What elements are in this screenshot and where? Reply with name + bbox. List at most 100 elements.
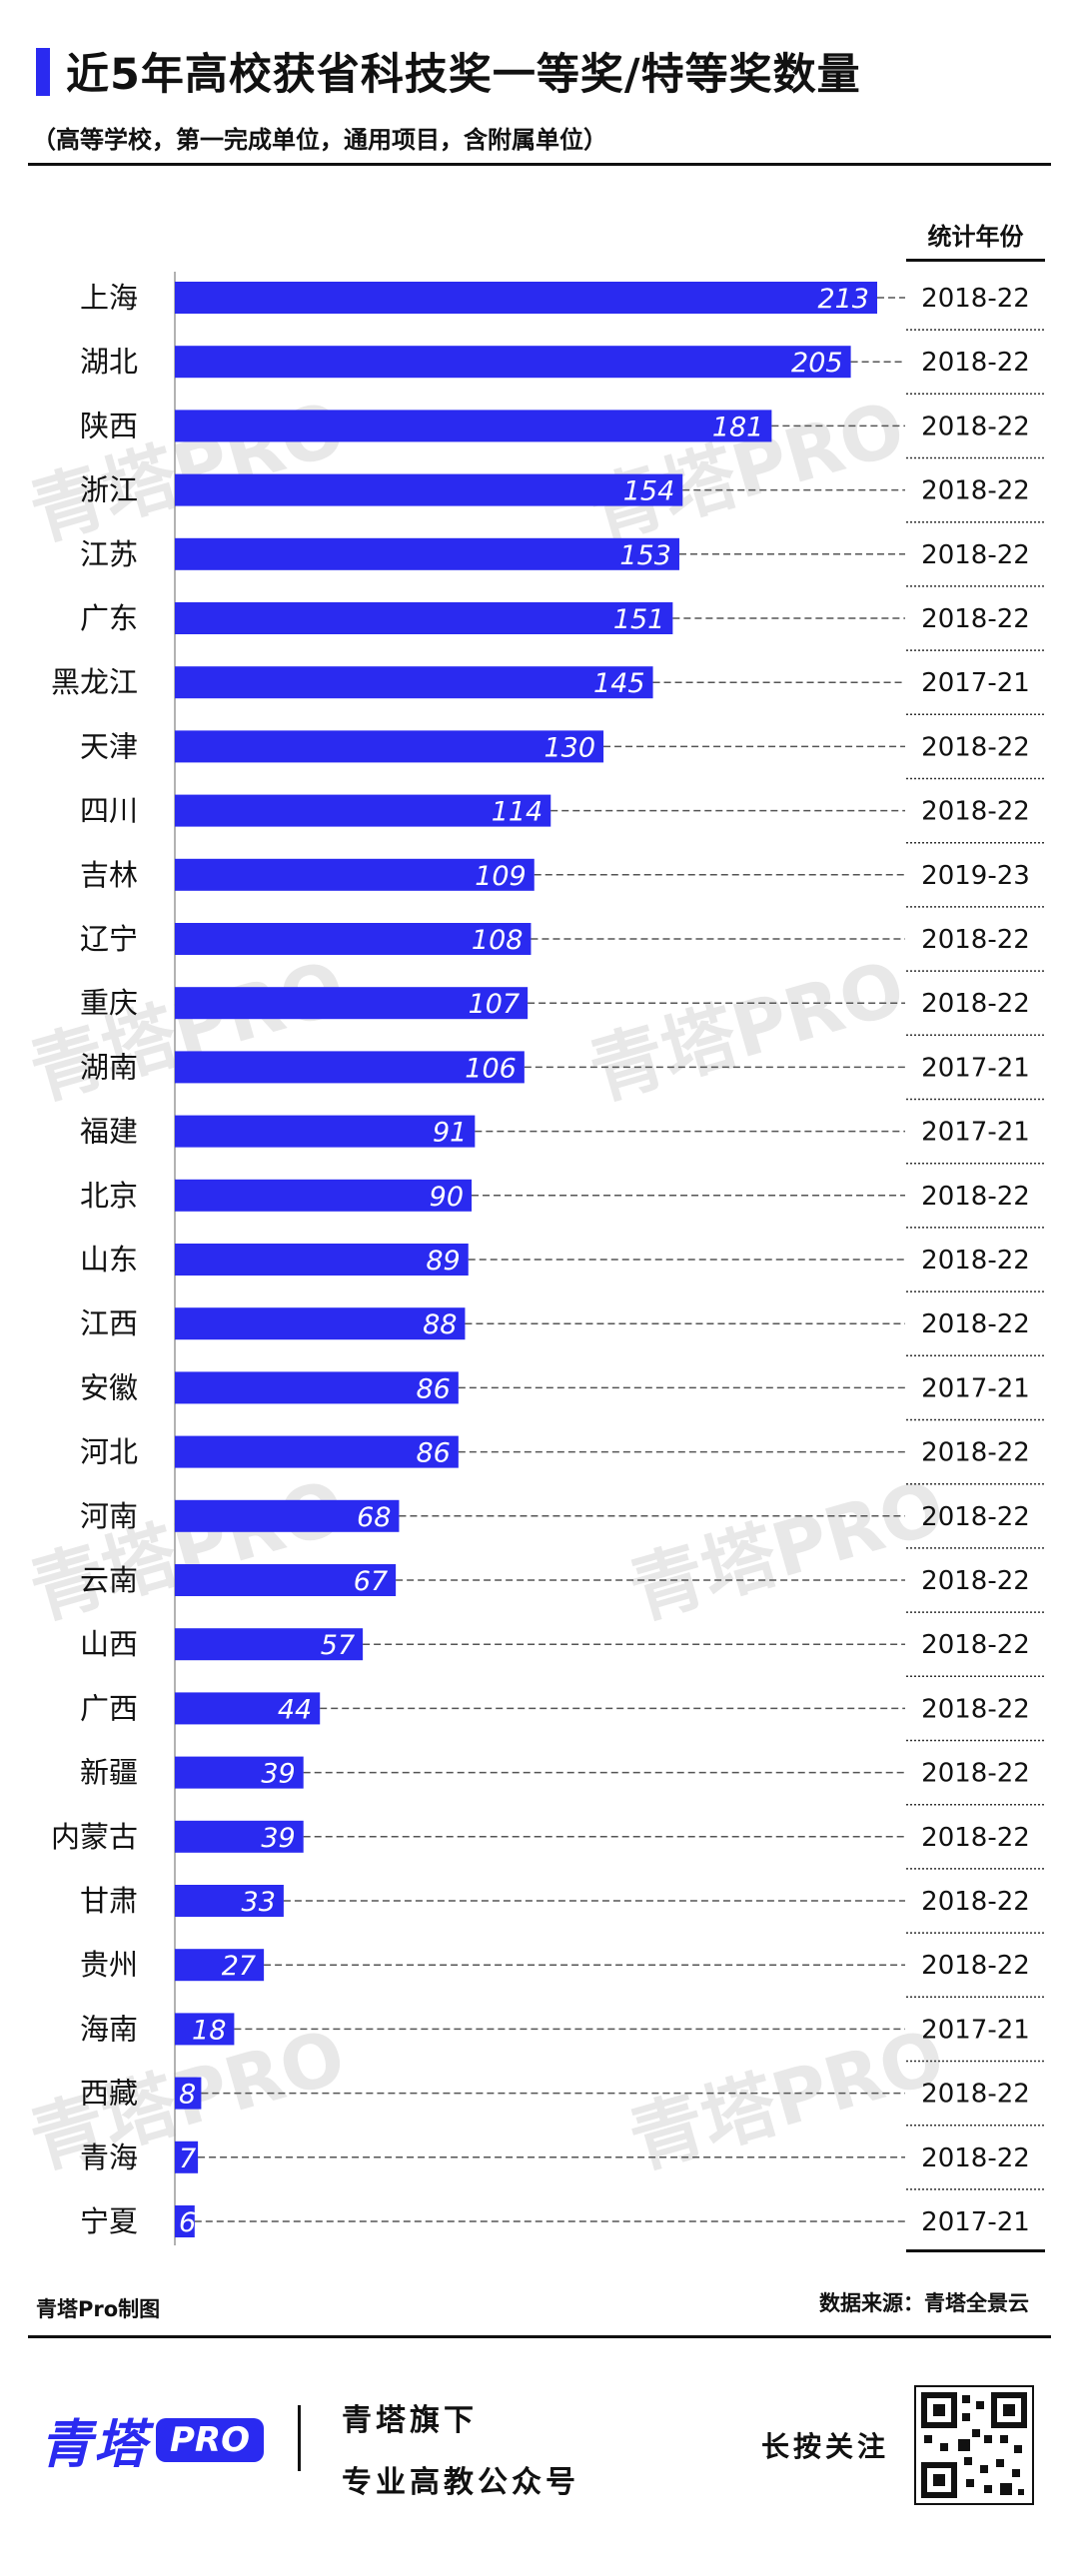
brand-logo: 青塔 PRO (40, 2402, 265, 2477)
header-rule (28, 163, 1051, 166)
bar (175, 1756, 304, 1789)
year-label: 2018-22 (921, 2080, 1030, 2110)
bar (175, 473, 683, 506)
category-label: 重庆 (80, 986, 138, 1020)
category-label: 海南 (80, 2012, 138, 2046)
year-label: 2018-22 (921, 604, 1030, 634)
year-label: 2018-22 (921, 348, 1030, 378)
year-label: 2017-21 (921, 2207, 1030, 2237)
bar (175, 2013, 235, 2046)
year-label: 2018-22 (921, 1887, 1030, 1917)
year-label: 2018-22 (921, 540, 1030, 570)
bar-chart: 青塔PRO青塔PRO青塔PRO青塔PRO青塔PRO青塔PRO青塔PRO青塔PRO… (21, 223, 1045, 2252)
column-header-rule (906, 259, 1045, 262)
category-label: 江西 (80, 1306, 138, 1340)
year-label: 2018-22 (921, 1630, 1030, 1660)
footer-rule (28, 2335, 1051, 2338)
category-label: 河北 (80, 1435, 138, 1469)
year-label: 2018-22 (921, 284, 1030, 314)
page-title: 近5年高校获省科技奖一等奖/特等奖数量 (66, 50, 861, 100)
bar (175, 794, 551, 827)
year-label: 2019-23 (921, 861, 1030, 891)
year-label: 2018-22 (921, 732, 1030, 762)
bar (175, 1628, 364, 1661)
data-label: 18 (192, 2015, 226, 2046)
category-label: 天津 (80, 729, 138, 763)
bar (175, 1244, 469, 1276)
data-label: 145 (593, 668, 645, 699)
data-label: 6 (179, 2207, 196, 2238)
category-label: 黑龙江 (51, 665, 138, 699)
data-label: 181 (712, 412, 764, 442)
year-label: 2018-22 (921, 1182, 1030, 1212)
data-label: 88 (423, 1309, 457, 1340)
data-label: 86 (416, 1438, 450, 1469)
qr-code-icon[interactable] (914, 2385, 1034, 2505)
category-label: 广东 (80, 601, 138, 635)
brand-name: 青塔 (40, 2415, 149, 2475)
category-label: 河南 (80, 1499, 138, 1533)
bar (175, 1885, 284, 1917)
data-label: 90 (430, 1182, 464, 1213)
column-bottom-rule (906, 2249, 1045, 2252)
category-label: 湖南 (80, 1050, 138, 1084)
data-label: 130 (544, 732, 596, 763)
category-label: 江苏 (80, 537, 138, 571)
category-label: 福建 (80, 1115, 138, 1149)
bar (175, 537, 679, 570)
data-label: 39 (261, 1823, 295, 1854)
category-label: 辽宁 (80, 922, 138, 956)
year-label: 2018-22 (921, 1951, 1030, 1981)
bar (175, 282, 877, 314)
bar (175, 1371, 459, 1404)
category-label: 青海 (80, 2141, 138, 2174)
brand-tagline-1: 青塔旗下 (342, 2403, 478, 2438)
year-label: 2017-21 (921, 1373, 1030, 1403)
data-label: 7 (179, 2144, 196, 2174)
bar (175, 410, 772, 442)
data-label: 33 (242, 1887, 276, 1918)
category-label: 西藏 (80, 2077, 138, 2111)
data-label: 91 (433, 1118, 467, 1149)
data-source: 数据来源：青塔全景云 (819, 2291, 1029, 2315)
year-label: 2018-22 (921, 797, 1030, 827)
bar (175, 2077, 202, 2110)
brand-divider (298, 2405, 301, 2471)
data-label: 154 (623, 476, 675, 507)
year-label: 2018-22 (921, 1309, 1030, 1339)
bar (175, 1115, 476, 1148)
data-label: 213 (817, 284, 869, 315)
category-label: 北京 (80, 1179, 138, 1213)
category-label: 新疆 (80, 1756, 138, 1790)
bar (175, 923, 532, 955)
page-subtitle: （高等学校，第一完成单位，通用项目，含附属单位） (32, 126, 607, 154)
data-label: 107 (469, 989, 521, 1020)
category-label: 山西 (80, 1627, 138, 1661)
data-label: 106 (465, 1053, 517, 1084)
brand-tagline-2: 专业高教公众号 (342, 2465, 579, 2500)
column-header-year: 统计年份 (928, 223, 1025, 251)
year-label: 2018-22 (921, 1759, 1030, 1789)
year-label: 2018-22 (921, 1502, 1030, 1532)
bar (175, 346, 851, 379)
watermark-text: 青塔PRO (580, 945, 913, 1116)
year-label: 2017-21 (921, 1053, 1030, 1083)
category-label: 上海 (80, 281, 138, 315)
category-label: 云南 (80, 1563, 138, 1597)
bar (175, 1307, 466, 1340)
data-label: 68 (357, 1502, 391, 1533)
year-label: 2017-21 (921, 668, 1030, 698)
category-label: 贵州 (80, 1948, 138, 1982)
watermark-text: 青塔PRO (21, 945, 354, 1116)
year-label: 2018-22 (921, 1438, 1030, 1468)
data-label: 57 (321, 1630, 355, 1661)
bar (175, 1820, 304, 1853)
year-label: 2018-22 (921, 989, 1030, 1019)
bar (175, 1692, 321, 1725)
watermark-text: 青塔PRO (21, 1464, 354, 1635)
category-label: 宁夏 (80, 2204, 138, 2238)
category-label: 山东 (80, 1243, 138, 1277)
bar (175, 987, 529, 1020)
category-label: 广西 (80, 1691, 138, 1725)
bar (175, 666, 653, 699)
